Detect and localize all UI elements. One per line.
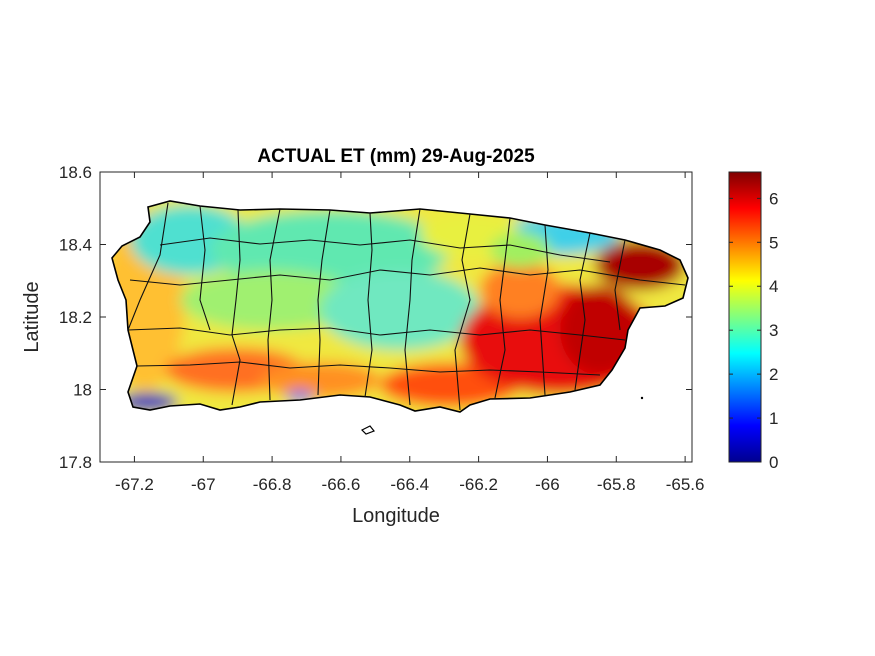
y-tick-label: 18.4 <box>59 236 92 255</box>
municipality-boundaries <box>127 202 686 411</box>
x-tick-label: -66.6 <box>322 475 361 494</box>
x-tick-label: -66.2 <box>459 475 498 494</box>
island-outline <box>111 200 689 413</box>
x-axis: -67.2 -67 -66.8 -66.6 -66.4 -66.2 -66 -65.8 -65.… <box>115 172 704 494</box>
colorbar-tick-label: 3 <box>769 321 778 340</box>
x-tick-label: -67.2 <box>115 475 154 494</box>
y-axis-label: Latitude <box>21 281 43 352</box>
chart-title: ACTUAL ET (mm) 29-Aug-2025 <box>257 146 535 167</box>
y-tick-label: 17.8 <box>59 453 92 472</box>
y-axis: 17.8 18 18.2 18.4 18.6 <box>59 163 692 472</box>
x-tick-label: -65.6 <box>666 475 705 494</box>
x-tick-label: -66 <box>535 475 560 494</box>
x-tick-label: -65.8 <box>597 475 636 494</box>
colorbar-tick-label: 4 <box>769 277 778 296</box>
islet <box>360 425 375 435</box>
colorbar-tick-label: 1 <box>769 409 778 428</box>
x-tick-label: -66.8 <box>253 475 292 494</box>
y-tick-label: 18.2 <box>59 308 92 327</box>
colorbar-ticks: 0 1 2 3 4 5 6 <box>729 189 778 472</box>
x-axis-label: Longitude <box>352 505 440 527</box>
colorbar <box>728 171 762 463</box>
x-tick-label: -66.4 <box>390 475 429 494</box>
colorbar-tick-label: 5 <box>769 233 778 252</box>
colorbar-tick-label: 6 <box>769 189 778 208</box>
islet <box>640 396 644 400</box>
colorbar-tick-label: 0 <box>769 453 778 472</box>
y-tick-label: 18.6 <box>59 163 92 182</box>
y-tick-label: 18 <box>73 381 92 400</box>
x-tick-label: -67 <box>191 475 216 494</box>
et-field <box>112 201 688 412</box>
colorbar-tick-label: 2 <box>769 365 778 384</box>
